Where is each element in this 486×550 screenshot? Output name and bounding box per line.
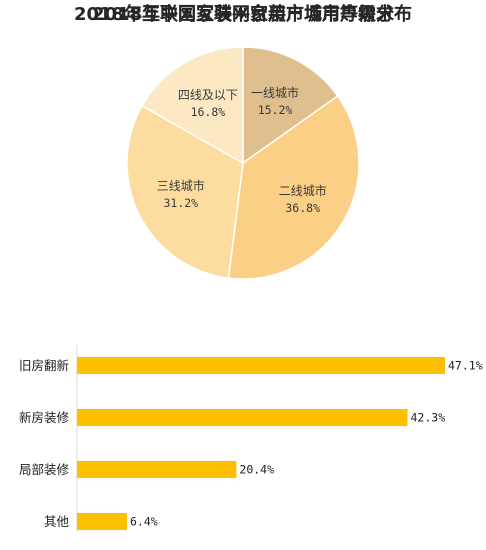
bar-value-label: 42.3% [411,411,446,425]
pie-slice-value: 16.8% [191,105,226,119]
bar-category-label: 其他 [44,514,70,529]
pie-slice-value: 15.2% [258,103,293,117]
pie-slice [227,94,360,280]
pie-slice [242,46,339,165]
bar [77,513,127,530]
pie-slice-label: 一线城市 [251,85,299,100]
bar-category-label: 旧房翻新 [19,358,69,373]
pie-slice-label: 三线城市 [157,178,205,193]
pie-slice [141,46,244,165]
bar [77,461,237,478]
pie-slice-value: 31.2% [163,196,198,210]
bar-chart-title: 2018年中国互联网家装市场用户需求 [91,4,395,25]
bar-chart: 旧房翻新 47.1% 新房装修 42.3% 局部装修 20.4% 其他 6.4% [19,357,483,530]
bar-value-label: 20.4% [239,463,274,477]
bar-category-label: 新房装修 [19,410,70,425]
pie-chart: 一线城市 15.2% 二线城市 36.8% 三线城市 31.2% 四线及以下 16.8% [126,46,360,280]
bar [77,409,408,426]
pie-slice-label: 二线城市 [279,183,327,198]
pie-slice-label: 四线及以下 [178,88,238,102]
bar-value-label: 47.1% [448,359,483,373]
pie-chart-title: 2018年互联网家装平台用户城市等级分布 [73,4,413,25]
pie-slice [126,104,244,279]
pie-slice-value: 36.8% [285,201,320,215]
bar [77,357,445,374]
bar-value-label: 6.4% [130,515,158,529]
bar-category-label: 局部装修 [19,462,70,477]
